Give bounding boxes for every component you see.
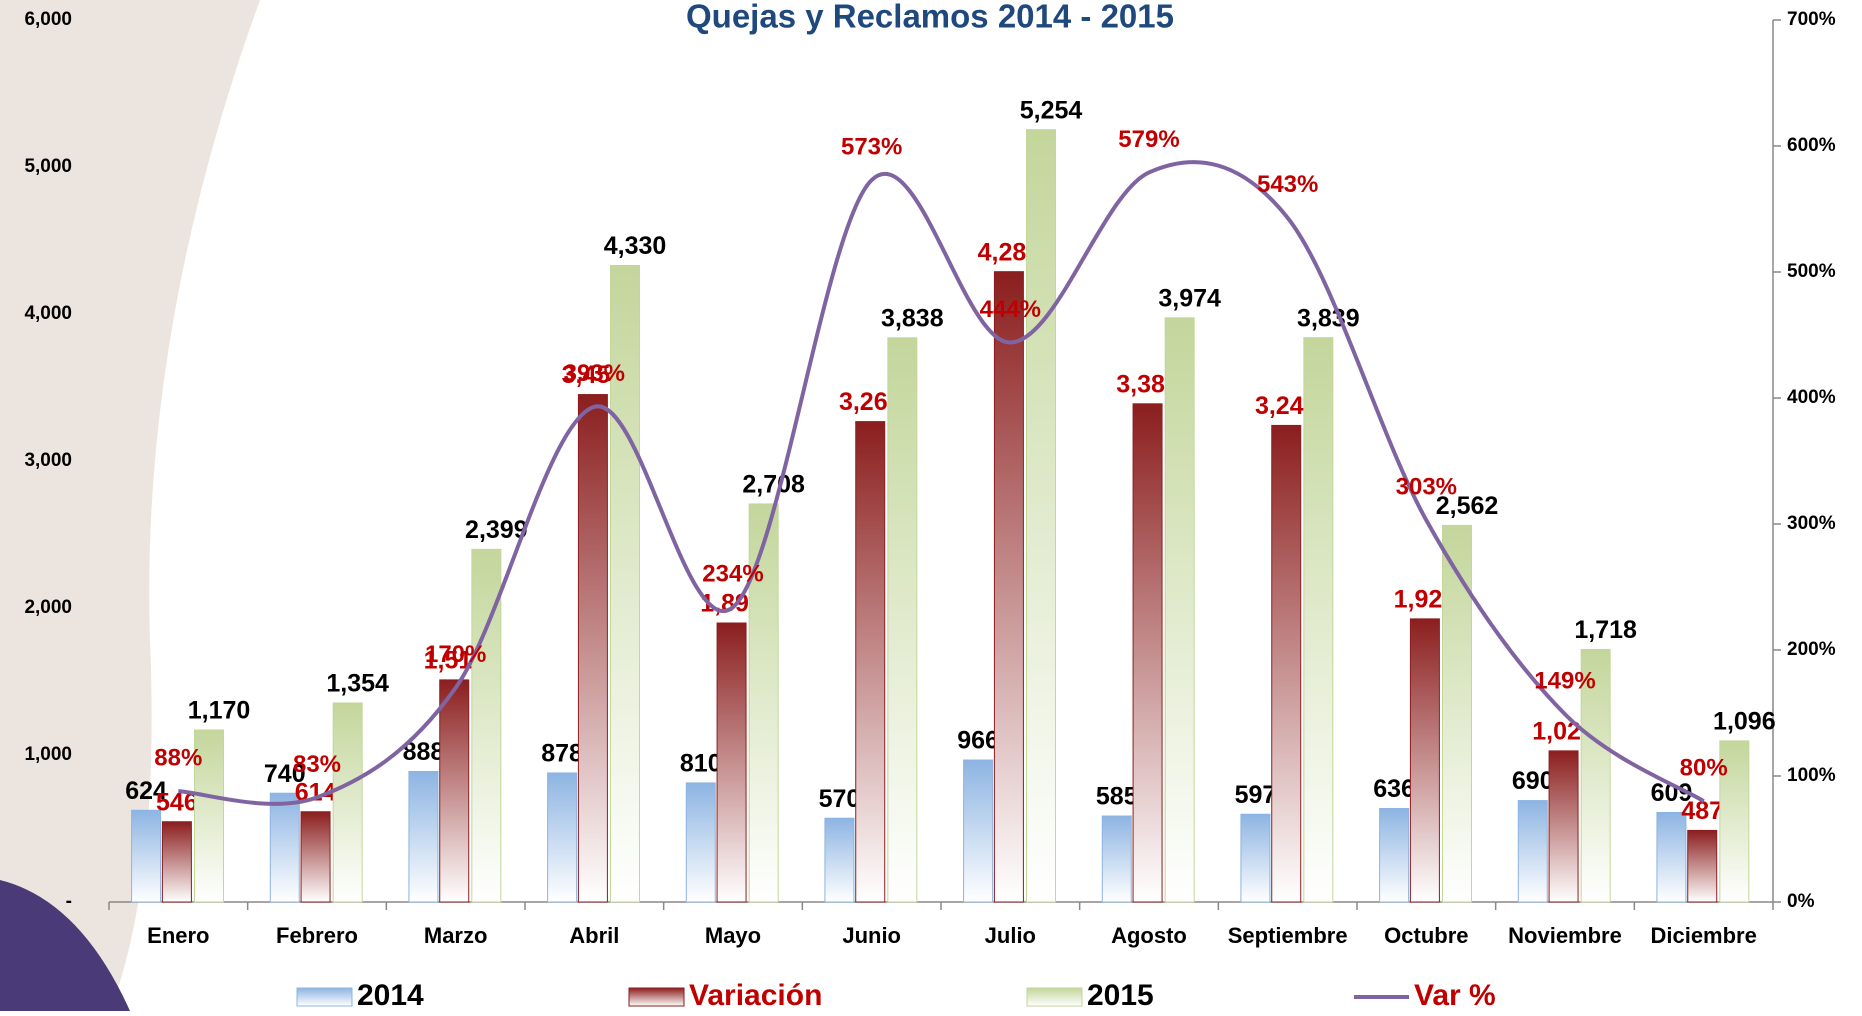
x-tick-label: Febrero	[276, 923, 358, 948]
data-label: 2,399	[465, 516, 528, 544]
bar	[856, 422, 885, 902]
data-label: 810	[680, 750, 722, 778]
data-label: 3,974	[1158, 284, 1221, 312]
data-label: 83%	[293, 751, 341, 778]
data-label: 303%	[1396, 474, 1457, 501]
x-tick-label: Mayo	[705, 923, 761, 948]
y-tick-label: 5,000	[24, 156, 72, 177]
chart-title: Quejas y Reclamos 2014 - 2015	[686, 0, 1174, 35]
bar	[686, 783, 715, 902]
data-label: 570	[819, 785, 861, 813]
y-tick-label: -	[66, 891, 72, 912]
y-tick-label: 6,000	[24, 9, 72, 30]
legend-label: Variación	[689, 979, 822, 1011]
legend-swatch	[629, 988, 684, 1006]
y2-tick-label: 500%	[1787, 261, 1836, 282]
x-tick-label: Abril	[569, 923, 619, 948]
chart: Quejas y Reclamos 2014 - 2015 - 1,000 2,00…	[0, 0, 1862, 1011]
bar	[578, 395, 607, 902]
x-tick-label: Noviembre	[1508, 923, 1622, 948]
bar	[1133, 404, 1162, 902]
bar	[1304, 338, 1333, 902]
bar	[994, 272, 1023, 902]
bar	[1549, 751, 1578, 902]
data-label: 80%	[1680, 755, 1728, 782]
data-label: 878	[541, 740, 583, 768]
y2-tick-label: 700%	[1787, 9, 1836, 30]
bar	[1688, 830, 1717, 902]
legend-swatch	[297, 988, 352, 1006]
bar	[409, 771, 438, 902]
legend-label: 2015	[1087, 979, 1154, 1011]
bar	[825, 818, 854, 902]
bar	[162, 822, 191, 902]
data-label: 573%	[841, 133, 902, 160]
bar	[132, 810, 161, 902]
bar	[440, 680, 469, 902]
bar	[1410, 619, 1439, 902]
x-tick-label: Diciembre	[1650, 923, 1756, 948]
bar	[1518, 801, 1547, 902]
x-tick-label: Junio	[842, 923, 901, 948]
data-label: 444%	[980, 296, 1041, 323]
y2-tick-label: 400%	[1787, 387, 1836, 408]
data-label: 88%	[154, 744, 202, 771]
bar	[964, 760, 993, 902]
x-tick-label: Septiembre	[1228, 923, 1348, 948]
y-tick-label: 1,000	[24, 744, 72, 765]
bar	[1443, 525, 1472, 902]
bar	[1241, 814, 1270, 902]
bar	[1165, 318, 1194, 902]
data-label: 1,354	[326, 670, 389, 698]
bar	[1102, 816, 1131, 902]
data-label: 636	[1373, 775, 1415, 803]
bar	[717, 623, 746, 902]
data-label: 5,254	[1020, 96, 1083, 124]
bar	[1272, 425, 1301, 902]
data-label: 234%	[702, 561, 763, 588]
bar	[333, 703, 362, 902]
data-label: 149%	[1534, 668, 1595, 695]
x-tick-label: Julio	[985, 923, 1036, 948]
bar	[548, 773, 577, 902]
data-label: 2,708	[742, 471, 805, 499]
data-label: 170%	[425, 641, 486, 668]
y-tick-label: 4,000	[24, 303, 72, 324]
x-tick-label: Marzo	[424, 923, 488, 948]
x-tick-label: Octubre	[1384, 923, 1468, 948]
data-label: 690	[1512, 767, 1554, 795]
data-label: 1,718	[1574, 616, 1637, 644]
data-label: 1,170	[188, 697, 251, 725]
y-tick-label: 2,000	[24, 597, 72, 618]
bar	[1027, 130, 1056, 902]
bar	[888, 338, 917, 902]
y2-tick-label: 0%	[1787, 891, 1815, 912]
x-tick-label: Enero	[147, 923, 209, 948]
legend-label: 2014	[357, 979, 424, 1011]
bar	[1380, 809, 1409, 902]
legend-swatch	[1027, 988, 1082, 1006]
data-label: 4,330	[604, 232, 667, 260]
y2-tick-label: 600%	[1787, 135, 1836, 156]
data-label: 3,839	[1297, 304, 1360, 332]
bar	[301, 812, 330, 902]
data-label: 1,096	[1713, 707, 1776, 735]
data-label: 597	[1235, 781, 1277, 809]
data-label: 966	[957, 727, 999, 755]
y2-tick-label: 300%	[1787, 513, 1836, 534]
bar	[1657, 812, 1686, 902]
x-tick-label: Agosto	[1111, 923, 1187, 948]
data-label: 585	[1096, 783, 1138, 811]
data-label: 3,838	[881, 304, 944, 332]
line	[178, 162, 1703, 804]
y2-tick-label: 100%	[1787, 765, 1836, 786]
data-label: 543%	[1257, 171, 1318, 198]
y-tick-label: 3,000	[24, 450, 72, 471]
data-label: 579%	[1118, 126, 1179, 153]
bar	[270, 793, 299, 902]
legend-label: Var %	[1414, 979, 1496, 1011]
y2-tick-label: 200%	[1787, 639, 1836, 660]
data-label: 393%	[564, 360, 625, 387]
